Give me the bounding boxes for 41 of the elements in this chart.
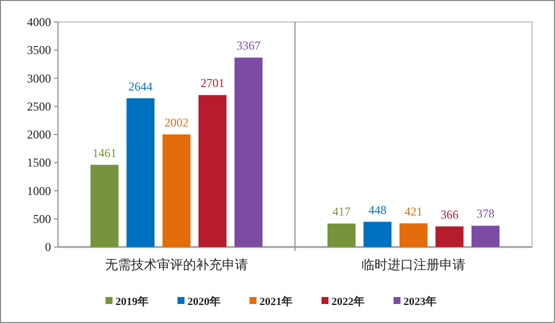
data-label: 2002 <box>164 115 188 130</box>
y-tick-label: 500 <box>33 212 51 226</box>
bar <box>198 95 226 247</box>
bar <box>328 224 356 247</box>
legend-item: 2022年 <box>322 296 364 308</box>
bar <box>126 98 154 247</box>
bar <box>90 164 118 247</box>
legend-item: 2021年 <box>250 296 292 308</box>
legend-item: 2023年 <box>394 296 436 308</box>
y-tick-label: 1500 <box>27 156 51 170</box>
bar <box>162 134 190 247</box>
legend-label: 2023年 <box>404 295 436 308</box>
data-label: 2701 <box>200 76 224 90</box>
x-tick-label: 临时进口注册申请 <box>362 257 466 272</box>
data-label: 448 <box>368 202 386 217</box>
y-tick-label: 3000 <box>27 71 51 86</box>
y-tick-label: 1000 <box>27 184 51 198</box>
bar <box>400 223 428 247</box>
data-label: 366 <box>440 207 458 222</box>
data-label: 1461 <box>92 146 116 160</box>
legend-item: 2020年 <box>178 296 220 308</box>
bar <box>234 58 262 247</box>
y-tick-label: 2500 <box>27 99 51 114</box>
legend-label: 2020年 <box>188 295 220 308</box>
bar <box>436 226 464 247</box>
legend-label: 2022年 <box>332 295 364 308</box>
data-label: 2644 <box>128 79 152 94</box>
y-tick-label: 0 <box>45 240 51 254</box>
data-label: 3367 <box>236 38 260 53</box>
legend-item: 2019年 <box>106 296 148 308</box>
data-label: 417 <box>332 204 350 219</box>
legend-label: 2021年 <box>260 295 292 308</box>
data-label: 378 <box>476 206 494 221</box>
bar <box>364 222 392 247</box>
x-tick-label: 无需技术审评的补充申请 <box>105 257 248 272</box>
data-label: 421 <box>404 204 422 218</box>
y-tick-label: 2000 <box>27 128 51 142</box>
legend-label: 2019年 <box>116 295 148 308</box>
y-tick-label: 3500 <box>27 43 51 58</box>
bar <box>472 226 500 247</box>
y-tick-label: 4000 <box>27 15 51 29</box>
